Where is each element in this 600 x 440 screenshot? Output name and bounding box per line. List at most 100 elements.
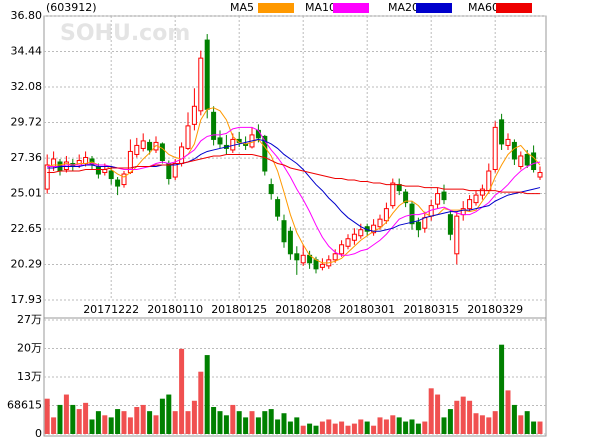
candle-body [121,173,127,186]
candle-body [134,144,140,155]
candle-body [255,129,261,139]
volume-bar [537,421,543,434]
candle-body [44,164,50,190]
candle-body [287,230,293,255]
volume-bar [268,409,274,434]
candle-body [422,217,428,229]
volume-bar [435,394,441,434]
volume-bar [403,421,409,434]
candle-body [396,184,402,192]
candle-body [441,191,447,201]
volume-bar [179,348,185,434]
volume-bar [345,425,351,434]
y-tick-label: 22.65 [11,222,43,235]
y-tick-label: 32.08 [11,80,43,93]
volume-bar [351,423,357,434]
volume-bar [358,419,364,434]
volume-bar [51,417,57,434]
volume-bar [511,404,517,434]
volume-bar [332,423,338,434]
candle-body [403,191,409,204]
volume-bar [236,411,242,434]
volume-bar [153,415,159,434]
candle-body [371,224,377,234]
candle-body [262,135,268,172]
volume-bar [76,409,82,434]
legend-swatch [496,3,532,13]
y-tick-label: 20万 [17,342,42,355]
volume-bar [211,407,217,434]
candle-body [198,57,204,112]
volume-bar [198,371,204,434]
candle-body [511,141,517,160]
candle-body [345,238,351,247]
candle-body [95,166,101,175]
y-tick-label: 25.01 [11,186,43,199]
y-tick-label: 34.44 [11,45,43,58]
volume-bar [300,425,306,434]
candle-body [435,193,441,205]
volume-bar [390,415,396,434]
candle-body [460,208,466,216]
y-tick-label: 20.29 [11,257,43,270]
volume-bar [486,417,492,434]
y-tick-label: 27.36 [11,151,43,164]
volume-bar [262,411,268,434]
volume-bar [422,421,428,434]
x-tick-label: 20171222 [83,303,139,316]
candle-body [351,233,357,241]
candle-body [294,253,300,261]
volume-bar [524,411,530,434]
volume-bar [415,423,421,434]
volume-bar [63,394,69,434]
volume-bar [294,417,300,434]
candle-body [524,153,530,166]
volume-bar [223,415,229,434]
volume-bar [454,400,460,434]
candle-body [166,162,172,180]
candle-body [275,199,281,217]
volume-bar [255,417,261,434]
volume-bar [531,421,537,434]
legend-swatch [333,3,369,13]
volume-bar [447,409,453,434]
volume-bar [134,407,140,434]
x-tick-label: 20180301 [339,303,395,316]
volume-bar [275,419,281,434]
y-tick-label: 29.72 [11,116,43,129]
volume-bar [140,404,146,434]
candle-body [390,182,396,207]
volume-bar [115,409,121,434]
candle-body [159,143,165,161]
y-tick-label: 0 [35,427,42,440]
volume-bar [383,419,389,434]
volume-bar [287,421,293,434]
volume-bar [95,411,101,434]
price-frame [43,15,547,319]
candle-body [518,155,524,168]
y-tick-label: 36.80 [11,9,43,22]
volume-bar [57,404,63,434]
y-tick-label: 27万 [17,313,42,326]
volume-bar [172,411,178,434]
volume-bar [44,398,50,434]
volume-bar [243,417,249,434]
legend-label: MA5 [230,1,254,14]
candle-body [179,146,185,164]
volume-bar [326,419,332,434]
candle-body [140,140,146,149]
watermark: SOHU.com [60,21,190,46]
x-tick-label: 20180329 [467,303,523,316]
candle-body [492,126,498,171]
legend-swatch [258,3,294,13]
x-tick-label: 20180208 [275,303,331,316]
volume-bar [505,390,511,434]
candle-body [185,125,191,149]
volume-bar [492,411,498,434]
candle-body [332,253,338,261]
chart-title: (603912) [46,1,97,14]
volume-bar [166,394,172,434]
ma-line [47,153,540,195]
candle-body [537,172,543,178]
